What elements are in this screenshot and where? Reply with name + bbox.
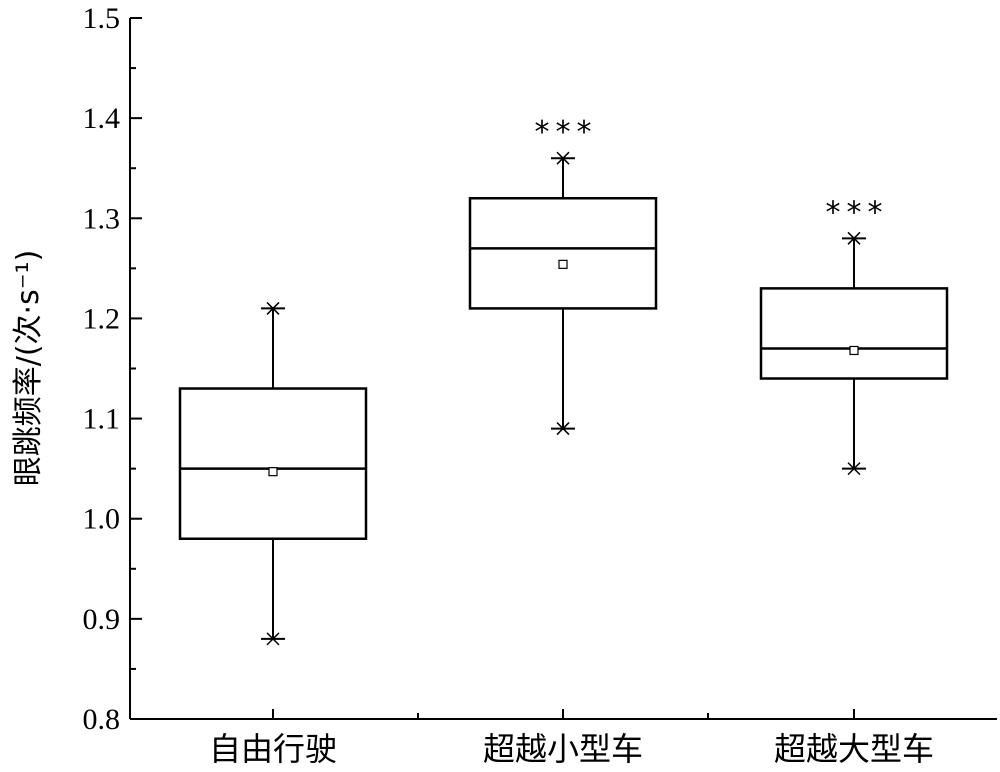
min-marker: [556, 422, 570, 436]
min-marker: [266, 632, 280, 646]
box-group: ***: [759, 195, 949, 476]
x-category-label: 超越小型车: [483, 730, 643, 768]
significance-label: ***: [535, 115, 598, 150]
x-category-label: 超越大型车: [774, 730, 934, 768]
mean-marker: [558, 259, 568, 269]
y-tick-label: 0.8: [83, 703, 121, 736]
y-tick-label: 1.0: [83, 503, 121, 536]
box-group: [178, 301, 368, 646]
iqr-box: [759, 287, 949, 380]
box-group: ***: [468, 115, 658, 436]
max-marker: [556, 151, 570, 165]
y-tick-label: 1.2: [83, 302, 121, 335]
y-tick-label: 1.4: [83, 102, 121, 135]
boxes: *** ***: [178, 115, 949, 646]
labels: 0.8 0.9 1.0 1.1 1.2 1.3 1.4 1.5 自由行驶 超越小型车 超越大型车: [83, 2, 935, 768]
max-marker: [266, 301, 280, 315]
iqr-box: [468, 197, 658, 310]
y-tick-label: 1.5: [83, 2, 121, 35]
significance-label: ***: [826, 195, 889, 230]
max-marker: [847, 231, 861, 245]
mean-marker: [849, 345, 859, 356]
y-tick-label: 0.9: [83, 603, 121, 636]
mean-marker: [268, 467, 278, 477]
axes: [129, 17, 997, 720]
y-tick-label: 1.3: [83, 202, 121, 235]
y-tick-label: 1.1: [83, 403, 121, 436]
y-axis-title: 眼跳频率/(次·s⁻¹): [11, 250, 46, 487]
iqr-box: [178, 387, 368, 540]
min-marker: [847, 462, 861, 476]
x-category-label: 自由行驶: [209, 730, 337, 768]
